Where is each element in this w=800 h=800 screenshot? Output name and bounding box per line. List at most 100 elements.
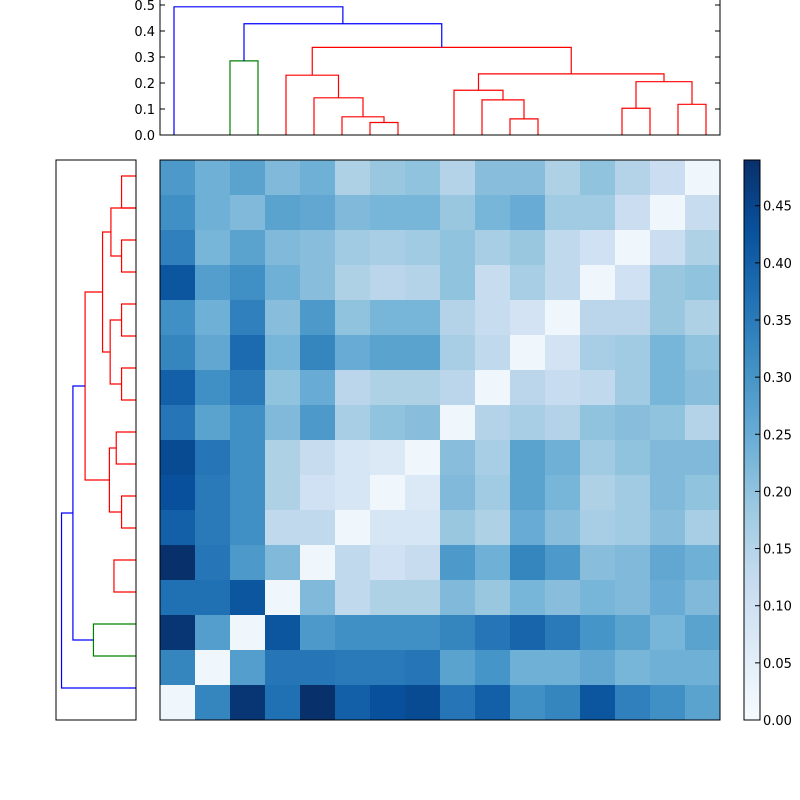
heatmap-cell-r1-c6 bbox=[370, 195, 406, 231]
heatmap-cell-r0-c0 bbox=[160, 160, 196, 196]
heatmap-cell-r6-c1 bbox=[195, 370, 231, 406]
heatmap-cell-r0-c5 bbox=[335, 160, 371, 196]
left-dendrogram-frame bbox=[55, 159, 137, 721]
top-dendrogram-y-axis: 0.0 0.1 0.2 0.3 0.4 0.5 bbox=[134, 0, 720, 144]
heatmap-cell-r13-c2 bbox=[230, 615, 266, 651]
heatmap-cell-r6-c9 bbox=[475, 370, 511, 406]
heatmap-cell-r9-c2 bbox=[230, 475, 266, 511]
heatmap-cell-r4-c13 bbox=[615, 300, 651, 336]
heatmap-cell-r12-c5 bbox=[335, 580, 371, 616]
heatmap-cell-r13-c0 bbox=[160, 615, 196, 651]
left-dendrogram-link-12 bbox=[92, 623, 136, 657]
heatmap-cell-r1-c7 bbox=[405, 195, 441, 231]
heatmap-cell-r14-c13 bbox=[615, 650, 651, 686]
heatmap-cell-r8-c14 bbox=[650, 440, 686, 476]
heatmap-cell-r0-c10 bbox=[510, 160, 546, 196]
heatmap-cell-r10-c3 bbox=[265, 510, 301, 546]
heatmap-cell-r9-c4 bbox=[300, 475, 336, 511]
heatmap-cell-r11-c15 bbox=[685, 545, 721, 581]
heatmap-cell-r7-c6 bbox=[370, 405, 406, 441]
heatmap-cell-r1-c11 bbox=[545, 195, 581, 231]
heatmap-cell-r8-c1 bbox=[195, 440, 231, 476]
heatmap-cell-r12-c14 bbox=[650, 580, 686, 616]
heatmap-cell-r15-c3 bbox=[265, 685, 301, 721]
colorbar-tick-label-2: 0.10 bbox=[763, 600, 792, 615]
heatmap-cell-r0-c9 bbox=[475, 160, 511, 196]
heatmap-cell-r8-c8 bbox=[440, 440, 476, 476]
heatmap-cell-r0-c2 bbox=[230, 160, 266, 196]
heatmap-cell-r11-c3 bbox=[265, 545, 301, 581]
heatmap-cell-r2-c15 bbox=[685, 230, 721, 266]
top-y-tick-label-5: 0.5 bbox=[134, 0, 155, 14]
heatmap-cell-r6-c5 bbox=[335, 370, 371, 406]
heatmap-cell-r7-c13 bbox=[615, 405, 651, 441]
heatmap-cell-r6-c0 bbox=[160, 370, 196, 406]
heatmap-cell-r8-c0 bbox=[160, 440, 196, 476]
heatmap-cell-r11-c13 bbox=[615, 545, 651, 581]
heatmap-cell-r7-c9 bbox=[475, 405, 511, 441]
left-dendrogram-link-14 bbox=[60, 512, 136, 689]
heatmap-cell-r9-c5 bbox=[335, 475, 371, 511]
heatmap-cell-r5-c9 bbox=[475, 335, 511, 371]
heatmap-cell-r2-c2 bbox=[230, 230, 266, 266]
top-y-tick-label-4: 0.4 bbox=[134, 25, 155, 40]
heatmap-cell-r0-c1 bbox=[195, 160, 231, 196]
colorbar-tick-label-4: 0.20 bbox=[763, 485, 792, 500]
heatmap-cell-r15-c5 bbox=[335, 685, 371, 721]
heatmap-cell-r8-c12 bbox=[580, 440, 616, 476]
heatmap-cell-r8-c6 bbox=[370, 440, 406, 476]
heatmap-cell-r7-c15 bbox=[685, 405, 721, 441]
heatmap-cell-r11-c0 bbox=[160, 545, 196, 581]
heatmap-cell-r1-c10 bbox=[510, 195, 546, 231]
heatmap-cell-r1-c14 bbox=[650, 195, 686, 231]
heatmap-cell-r10-c2 bbox=[230, 510, 266, 546]
heatmap-cell-r2-c13 bbox=[615, 230, 651, 266]
heatmap-cell-r9-c12 bbox=[580, 475, 616, 511]
heatmap-cell-r14-c12 bbox=[580, 650, 616, 686]
heatmap-cell-r9-c10 bbox=[510, 475, 546, 511]
heatmap-cell-r2-c14 bbox=[650, 230, 686, 266]
heatmap-cell-r10-c12 bbox=[580, 510, 616, 546]
heatmap-cell-r4-c11 bbox=[545, 300, 581, 336]
heatmap-cell-r14-c7 bbox=[405, 650, 441, 686]
heatmap-cell-r6-c11 bbox=[545, 370, 581, 406]
heatmap-cell-r11-c4 bbox=[300, 545, 336, 581]
heatmap-cell-r12-c9 bbox=[475, 580, 511, 616]
heatmap-cell-r3-c3 bbox=[265, 265, 301, 301]
heatmap-cell-r0-c15 bbox=[685, 160, 721, 196]
top-dendrogram-link-1 bbox=[341, 116, 385, 135]
colorbar-tick-label-9: 0.45 bbox=[763, 200, 792, 215]
heatmap-cell-r10-c1 bbox=[195, 510, 231, 546]
heatmap-cell-r1-c4 bbox=[300, 195, 336, 231]
colorbar-tick-label-1: 0.05 bbox=[763, 657, 792, 672]
heatmap-cell-r0-c8 bbox=[440, 160, 476, 196]
left-dendrogram-link-0 bbox=[120, 239, 136, 273]
heatmap-cell-r15-c12 bbox=[580, 685, 616, 721]
heatmap-cell-r4-c0 bbox=[160, 300, 196, 336]
heatmap-cell-r13-c8 bbox=[440, 615, 476, 651]
heatmap-cell-r14-c8 bbox=[440, 650, 476, 686]
heatmap-cell-r7-c2 bbox=[230, 405, 266, 441]
heatmap-cell-r15-c6 bbox=[370, 685, 406, 721]
heatmap-cell-r1-c3 bbox=[265, 195, 301, 231]
colorbar-tick-label-0: 0.00 bbox=[763, 714, 792, 729]
heatmap-cell-r7-c11 bbox=[545, 405, 581, 441]
heatmap-cell-r12-c7 bbox=[405, 580, 441, 616]
heatmap-cell-r14-c4 bbox=[300, 650, 336, 686]
heatmap-cell-r9-c11 bbox=[545, 475, 581, 511]
heatmap-cell-r7-c14 bbox=[650, 405, 686, 441]
heatmap-cell-r6-c13 bbox=[615, 370, 651, 406]
heatmap-cell-r5-c0 bbox=[160, 335, 196, 371]
top-dendrogram-link-6 bbox=[453, 89, 504, 135]
heatmap-cell-r15-c9 bbox=[475, 685, 511, 721]
heatmap-cell-r15-c2 bbox=[230, 685, 266, 721]
heatmap-cell-r8-c9 bbox=[475, 440, 511, 476]
top-dendrogram-link-14 bbox=[173, 6, 344, 135]
heatmap-cell-r11-c2 bbox=[230, 545, 266, 581]
heatmap-cell-r15-c7 bbox=[405, 685, 441, 721]
left-dendrogram-link-3 bbox=[120, 367, 136, 401]
heatmap-cell-r13-c1 bbox=[195, 615, 231, 651]
heatmap-cell-r6-c14 bbox=[650, 370, 686, 406]
heatmap-cell-r4-c8 bbox=[440, 300, 476, 336]
heatmap-cell-r10-c6 bbox=[370, 510, 406, 546]
